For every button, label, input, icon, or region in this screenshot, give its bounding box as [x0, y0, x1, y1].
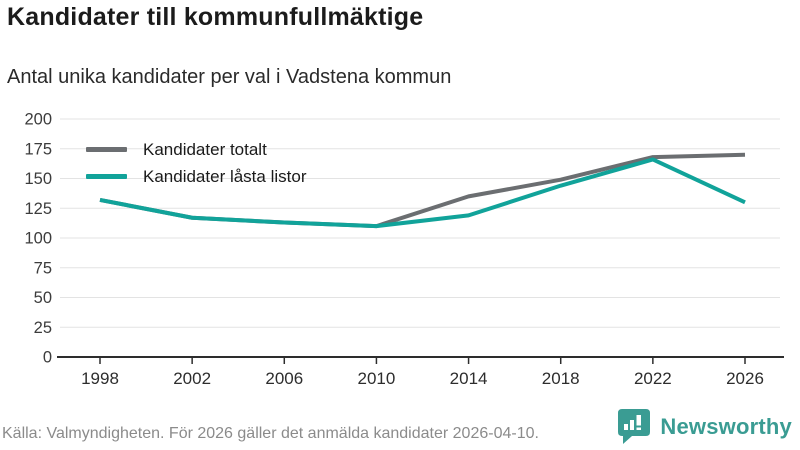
y-tick-label: 150	[24, 170, 52, 188]
brand-name: Newsworthy	[660, 413, 792, 439]
legend-item-locked: Kandidater låsta listor	[86, 163, 306, 190]
newsworthy-logo: Newsworthy	[617, 408, 792, 445]
y-tick-label: 200	[24, 111, 52, 129]
x-tick-label: 2006	[265, 369, 303, 388]
y-tick-label: 50	[34, 289, 52, 307]
y-tick-label: 0	[43, 349, 52, 367]
legend-label-total: Kandidater totalt	[143, 139, 267, 159]
x-tick-label: 2022	[634, 369, 672, 388]
x-tick-label: 2010	[358, 369, 396, 388]
y-tick-label: 175	[24, 140, 52, 158]
y-tick-label: 25	[34, 319, 52, 337]
bar-chart-speech-bubble-icon	[618, 409, 651, 444]
legend: Kandidater totalt Kandidater låsta listo…	[86, 136, 306, 190]
x-tick-label: 2026	[726, 369, 764, 388]
source-note: Källa: Valmyndigheten. För 2026 gäller d…	[2, 425, 539, 442]
legend-item-total: Kandidater totalt	[86, 136, 306, 163]
x-tick-label: 1998	[81, 369, 119, 388]
x-tick-label: 2002	[173, 369, 211, 388]
chart-title: Kandidater till kommunfullmäktige	[7, 3, 424, 31]
legend-swatch-total	[86, 147, 127, 152]
y-tick-label: 125	[24, 200, 52, 218]
legend-swatch-locked	[86, 174, 127, 179]
chart-subtitle: Antal unika kandidater per val i Vadsten…	[7, 66, 452, 88]
x-tick-label: 2018	[542, 369, 580, 388]
y-tick-label: 75	[34, 259, 52, 277]
y-tick-label: 100	[24, 230, 52, 248]
series-line-1	[99, 157, 746, 229]
x-tick-label: 2014	[450, 369, 488, 388]
legend-label-locked: Kandidater låsta listor	[143, 166, 307, 186]
